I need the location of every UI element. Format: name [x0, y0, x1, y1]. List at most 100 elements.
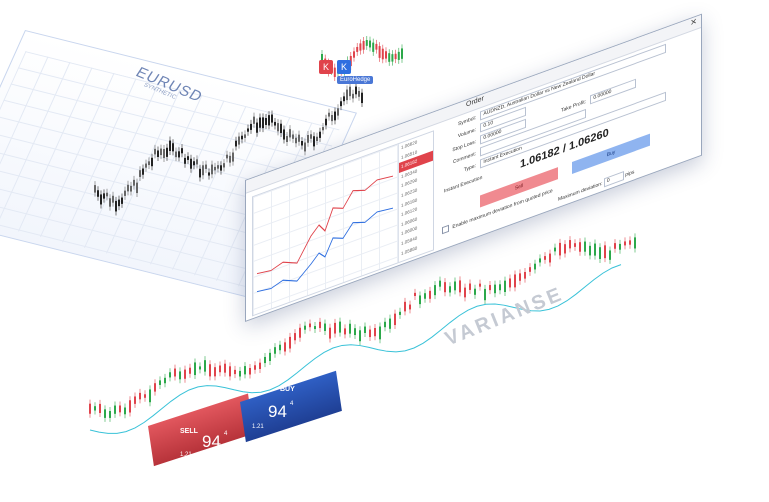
candle-body	[554, 247, 556, 252]
sell-tile-label: SELL	[180, 428, 198, 435]
candle-body	[232, 152, 234, 162]
candle-body	[175, 151, 177, 158]
candle-body	[439, 280, 441, 287]
candle-body	[179, 371, 181, 380]
candle-body	[569, 240, 571, 249]
candle-body	[284, 342, 286, 352]
candle-body	[224, 363, 226, 373]
candle-body	[388, 53, 391, 62]
candle-body	[164, 377, 166, 384]
order-dialog-title: Order	[466, 95, 484, 109]
candle-body	[130, 185, 132, 192]
candle-body	[499, 284, 501, 291]
candle-body	[346, 89, 348, 101]
candle-body	[134, 396, 136, 404]
candle-body	[226, 154, 228, 159]
candle-body	[307, 134, 309, 143]
candle-body	[362, 40, 365, 50]
candle-body	[262, 117, 264, 129]
candle-body	[211, 164, 213, 175]
one-click-buy-button[interactable]: K	[337, 60, 351, 74]
candle-body	[529, 267, 531, 272]
buy-price-prefix: 1.21	[252, 424, 264, 430]
candle-body	[353, 51, 355, 58]
candle-body	[424, 293, 426, 299]
candle-body	[169, 372, 171, 378]
candle-body	[145, 163, 147, 168]
deviation-checkbox[interactable]	[442, 224, 449, 235]
candle-body	[378, 46, 381, 58]
candle-body	[208, 172, 210, 176]
trade-widget: SELL 1.21 94 4 BUY 1.21 94 4	[140, 370, 350, 490]
candle-body	[229, 366, 231, 377]
candle-body	[294, 333, 296, 341]
candle-body	[474, 288, 476, 295]
candle-body	[109, 411, 111, 418]
candle-body	[624, 241, 626, 246]
candle-body	[479, 283, 481, 287]
candle-body	[187, 156, 189, 160]
candle-body	[100, 194, 102, 205]
candle-body	[372, 42, 375, 52]
candle-body	[629, 240, 631, 245]
candle-body	[106, 192, 108, 197]
takeprofit-input[interactable]: 0.00000	[590, 78, 637, 105]
candle-body	[193, 161, 195, 166]
candle-body	[369, 40, 371, 48]
candle-body	[391, 54, 394, 62]
candle-body	[459, 280, 461, 293]
candle-body	[178, 151, 180, 158]
candle-body	[489, 285, 491, 291]
candle-body	[160, 148, 162, 156]
candle-body	[204, 360, 206, 372]
candle-body	[214, 367, 216, 377]
candle-body	[241, 135, 243, 140]
candle-body	[358, 90, 360, 97]
candle-body	[299, 327, 301, 338]
order-dialog: Order ✕ 1.06620 1.06510 1.06182 1.06340 1.06…	[245, 0, 765, 323]
candle-body	[352, 93, 354, 99]
candle-body	[295, 137, 297, 144]
sell-price-superscript: 4	[224, 431, 228, 437]
candle-body	[584, 241, 586, 252]
candle-body	[124, 407, 126, 415]
candle-body	[151, 157, 153, 167]
candle-body	[163, 149, 165, 158]
candle-body	[354, 328, 356, 336]
candle-body	[283, 129, 285, 140]
candle-body	[112, 195, 114, 203]
candle-body	[133, 179, 135, 186]
candle-body	[394, 53, 397, 60]
candle-body	[397, 51, 400, 60]
sell-tile[interactable]	[148, 393, 254, 467]
candle-body	[142, 168, 144, 175]
candle-body	[277, 123, 279, 132]
price-scale: 1.06620 1.06510 1.06182 1.06340 1.06290 1.062…	[398, 131, 433, 263]
candle-body	[379, 326, 381, 340]
candle-body	[464, 287, 466, 298]
candle-body	[253, 116, 255, 124]
candle-body	[217, 165, 219, 169]
candle-body	[344, 328, 346, 335]
candle-body	[139, 392, 141, 400]
candle-body	[484, 288, 486, 301]
candle-body	[244, 366, 246, 375]
candle-body	[166, 147, 168, 157]
candle-body	[409, 304, 411, 310]
candle-body	[364, 326, 366, 333]
candle-body	[429, 290, 431, 299]
candle-body	[286, 136, 288, 143]
candle-body	[249, 367, 251, 375]
candle-body	[94, 406, 96, 411]
candle-body	[127, 184, 129, 192]
candle-body	[190, 158, 192, 169]
one-click-sell-button[interactable]: K	[319, 60, 333, 74]
deviation-input[interactable]: 0	[603, 171, 624, 188]
candle-body	[619, 243, 621, 250]
close-icon[interactable]: ✕	[690, 16, 697, 28]
candle-body	[94, 185, 96, 193]
candle-body	[349, 323, 351, 334]
candle-body	[109, 198, 111, 207]
candle-body	[97, 190, 99, 197]
buy-price-superscript: 4	[290, 401, 294, 407]
